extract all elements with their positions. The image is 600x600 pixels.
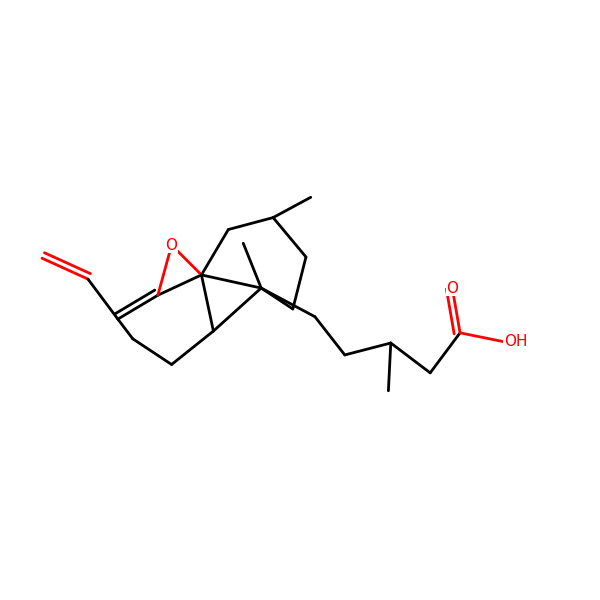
Text: O: O [166, 238, 178, 253]
Text: OH: OH [504, 334, 528, 349]
Text: O: O [446, 281, 458, 296]
